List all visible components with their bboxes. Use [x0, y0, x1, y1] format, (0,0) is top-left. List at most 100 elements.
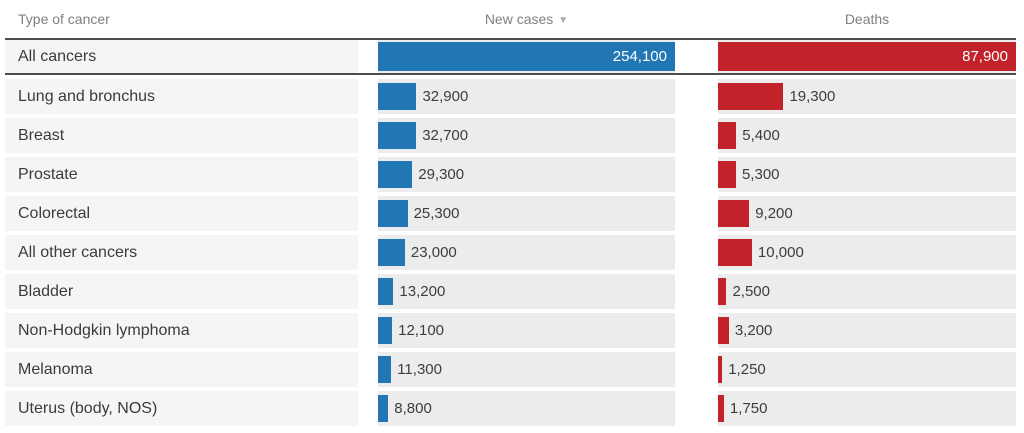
table-row: Prostate 29,300 5,300: [5, 157, 1016, 192]
deaths-bar-track: 2,500: [718, 274, 1016, 309]
new-cases-bar: [378, 122, 417, 149]
cancer-type-label: Prostate: [5, 157, 358, 192]
new-cases-bar-track: 25,300: [378, 196, 675, 231]
deaths-bar: [718, 356, 723, 383]
new-cases-bar-track: 8,800: [378, 391, 675, 426]
column-header-deaths[interactable]: Deaths: [844, 11, 890, 27]
new-cases-value: 32,900: [422, 88, 469, 105]
new-cases-bar: [378, 278, 394, 305]
column-header-new-cases-label: New cases: [484, 11, 554, 27]
new-cases-bar: [378, 200, 408, 227]
column-header-new-cases[interactable]: New cases ▼: [378, 11, 675, 27]
new-cases-value: 11,300: [397, 361, 442, 378]
column-gap: [358, 313, 378, 348]
deaths-bar-track: 19,300: [718, 79, 1016, 114]
cancer-type-label: Non-Hodgkin lymphoma: [5, 313, 358, 348]
new-cases-value: 12,100: [398, 322, 445, 339]
deaths-bar-track: 87,900: [718, 40, 1016, 73]
deaths-bar: [718, 278, 727, 305]
column-gap: [675, 274, 718, 309]
column-gap: [358, 196, 378, 231]
table-row: Colorectal 25,300 9,200: [5, 196, 1016, 231]
deaths-value: 9,200: [755, 205, 793, 222]
column-gap: [675, 235, 718, 270]
new-cases-value: 25,300: [413, 205, 460, 222]
new-cases-bar-track: 29,300: [378, 157, 675, 192]
new-cases-value: 13,200: [399, 283, 446, 300]
deaths-value: 5,300: [741, 166, 780, 183]
deaths-bar: [718, 239, 752, 266]
deaths-bar-track: 10,000: [718, 235, 1016, 270]
new-cases-value: 29,300: [418, 166, 465, 183]
table-header: Type of cancer New cases ▼ Deaths: [5, 0, 1016, 38]
deaths-bar: [718, 122, 737, 149]
new-cases-bar: [378, 239, 405, 266]
column-gap: [358, 79, 378, 114]
table-row: Bladder 13,200 2,500: [5, 274, 1016, 309]
column-gap: [358, 40, 378, 73]
column-gap: [358, 157, 378, 192]
deaths-bar-track: 5,400: [718, 118, 1016, 153]
column-gap: [675, 40, 718, 73]
deaths-bar: [718, 200, 750, 227]
new-cases-bar-track: 32,900: [378, 79, 675, 114]
column-gap: [675, 79, 718, 114]
new-cases-bar-track: 12,100: [378, 313, 675, 348]
cancer-type-label: All other cancers: [5, 235, 358, 270]
column-gap: [358, 352, 378, 387]
new-cases-value: 23,000: [410, 244, 457, 261]
new-cases-bar: [378, 83, 417, 110]
deaths-value: 87,900: [962, 48, 1008, 65]
column-gap: [358, 391, 378, 426]
deaths-bar-track: 5,300: [718, 157, 1016, 192]
cancer-type-label: Breast: [5, 118, 358, 153]
deaths-bar-track: 9,200: [718, 196, 1016, 231]
new-cases-bar: [378, 317, 393, 344]
deaths-value: 3,200: [734, 322, 773, 339]
column-gap: [675, 157, 718, 192]
deaths-value: 5,400: [742, 127, 780, 144]
cancer-type-label: Melanoma: [5, 352, 358, 387]
column-gap: [675, 196, 718, 231]
column-gap: [358, 118, 378, 153]
deaths-bar-track: 1,250: [718, 352, 1016, 387]
deaths-bar-track: 3,200: [718, 313, 1016, 348]
column-gap: [358, 274, 378, 309]
new-cases-bar-track: 254,100: [378, 40, 675, 73]
deaths-bar: [718, 161, 736, 188]
table-row-total: All cancers 254,100 87,900: [5, 38, 1016, 75]
table-row: Breast 32,700 5,400: [5, 118, 1016, 153]
deaths-value: 1,250: [728, 361, 766, 378]
cancer-type-label: Lung and bronchus: [5, 79, 358, 114]
table-row: Melanoma 11,300 1,250: [5, 352, 1016, 387]
new-cases-value: 254,100: [612, 48, 667, 65]
deaths-value: 19,300: [789, 88, 836, 105]
column-header-type: Type of cancer: [18, 11, 110, 27]
table-row: Lung and bronchus 32,900 19,300: [5, 79, 1016, 114]
table-row: Uterus (body, NOS) 8,800 1,750: [5, 391, 1016, 426]
deaths-value: 10,000: [757, 244, 804, 261]
new-cases-bar: [378, 42, 675, 71]
new-cases-value: 32,700: [422, 127, 469, 144]
new-cases-bar: [378, 356, 392, 383]
deaths-value: 2,500: [732, 283, 770, 300]
deaths-value: 1,750: [729, 400, 768, 417]
cancer-type-label: All cancers: [5, 40, 358, 73]
new-cases-bar-track: 11,300: [378, 352, 675, 387]
deaths-bar: [718, 42, 1016, 71]
new-cases-bar-track: 32,700: [378, 118, 675, 153]
new-cases-value: 8,800: [394, 400, 432, 417]
cancer-type-label: Colorectal: [5, 196, 358, 231]
deaths-bar-track: 1,750: [718, 391, 1016, 426]
new-cases-bar-track: 23,000: [378, 235, 675, 270]
column-gap: [358, 235, 378, 270]
table-body: All cancers 254,100 87,900 Lung and bron…: [5, 38, 1016, 426]
table-row: Non-Hodgkin lymphoma 12,100 3,200: [5, 313, 1016, 348]
deaths-bar: [718, 395, 724, 422]
cancer-type-label: Bladder: [5, 274, 358, 309]
column-gap: [675, 352, 718, 387]
new-cases-bar: [378, 161, 413, 188]
new-cases-bar-track: 13,200: [378, 274, 675, 309]
sort-descending-icon: ▼: [558, 15, 569, 26]
cancer-type-label: Uterus (body, NOS): [5, 391, 358, 426]
